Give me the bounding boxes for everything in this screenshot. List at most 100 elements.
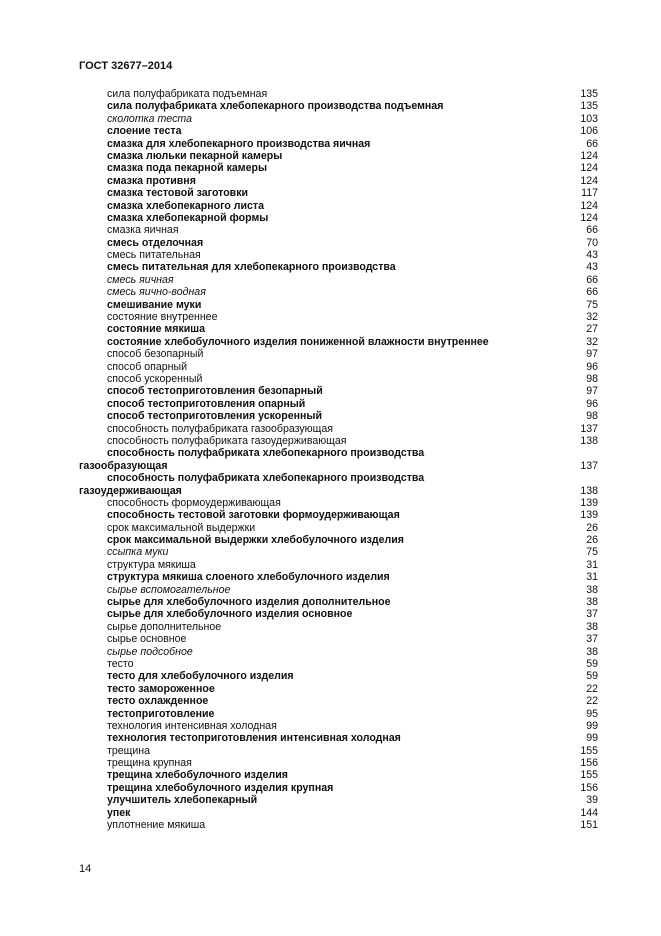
entry-page-number: 124 [580,162,598,175]
entry-term: способ тестоприготовления ускоренный [107,410,322,423]
entry-page-number: 37 [586,633,598,646]
index-entry: способ тестоприготовления ускоренный 98 [79,410,598,422]
entry-page-number: 96 [586,397,598,410]
entry-term: способ тестоприготовления опарный [107,397,306,410]
entry-term: сырье для хлебобулочного изделия основно… [107,608,353,621]
index-entry: улучшитель хлебопекарный 39 [79,794,598,806]
index-entry: смазка для хлебопекарного производства я… [79,138,598,150]
entry-term: смазка хлебопекарной формы [107,211,269,224]
entry-term: тесто замороженное [107,682,215,695]
index-entry: упек 144 [79,807,598,819]
entry-page-number: 66 [586,286,598,299]
index-entry: смазка хлебопекарного листа 124 [79,200,598,212]
index-entry: смазка яичная 66 [79,224,598,236]
index-entry: смазка тестовой заготовки 117 [79,187,598,199]
entry-term: способность формоудерживающая [107,496,281,509]
index-entry: сырье вспомогательное 38 [79,584,598,596]
index-entry: способность формоудерживающая 139 [79,497,598,509]
entry-term: смазка люльки пекарной камеры [107,149,283,162]
entry-term: уплотнение мякиша [107,819,206,832]
index-entry: технология тестоприготовления интенсивна… [79,732,598,744]
index-entry: состояние мякиша 27 [79,323,598,335]
index-entry: тесто охлажденное 22 [79,695,598,707]
index-entry: сырье подсобное 38 [79,646,598,658]
index-entry: сырье для хлебобулочного изделия основно… [79,608,598,620]
index-entry: способность полуфабриката хлебопекарного… [79,472,598,484]
entry-page-number: 139 [580,496,598,509]
entry-term: срок максимальной выдержки [107,521,256,534]
entry-page-number: 124 [580,211,598,224]
document-header: ГОСТ 32677–2014 [79,60,173,72]
index-entry: способность полуфабриката хлебопекарного… [79,447,598,459]
entry-term: трещина хлебобулочного изделия крупная [107,781,334,794]
index-entry: трещина хлебобулочного изделия 155 [79,769,598,781]
index-entry: сырье основное 37 [79,633,598,645]
entry-term: состояние внутреннее [107,311,218,324]
index-entry: технология интенсивная холодная 99 [79,720,598,732]
entry-term: технология интенсивная холодная [107,719,277,732]
entry-term: сырье для хлебобулочного изделия дополни… [107,596,391,609]
entry-page-number: 22 [586,682,598,695]
entry-term: состояние мякиша [107,323,205,336]
entry-term: смесь яичная [107,273,174,286]
entry-page-number: 155 [580,744,598,757]
index-entry: способ тестоприготовления опарный 96 [79,398,598,410]
entry-term: смесь питательная для хлебопекарного про… [107,261,396,274]
entry-term: тесто [107,657,134,670]
index-entry: структура мякиша 31 [79,559,598,571]
index-entry: уплотнение мякиша 151 [79,819,598,831]
entry-page-number: 66 [586,137,598,150]
entry-term: газообразующая [79,459,168,472]
entry-page-number: 135 [580,100,598,113]
entry-page-number: 124 [580,199,598,212]
entry-page-number: 156 [580,757,598,770]
index-entry: тестоприготовление 95 [79,708,598,720]
entry-term: трещина хлебобулочного изделия [107,769,288,782]
entry-page-number: 138 [580,434,598,447]
entry-term: смазка тестовой заготовки [107,187,249,200]
entry-page-number: 137 [580,422,598,435]
entry-term: ссыпка муки [107,546,169,559]
entry-page-number: 138 [580,484,598,497]
entry-term: трещина [107,744,151,757]
index-entry: смесь питательная для хлебопекарного про… [79,261,598,273]
entry-page-number: 26 [586,521,598,534]
entry-term: структура мякиша слоеного хлебобулочного… [107,571,390,584]
entry-page-number: 139 [580,509,598,522]
entry-page-number: 66 [586,273,598,286]
entry-term: смазка пода пекарной камеры [107,162,268,175]
entry-term: срок максимальной выдержки хлебобулочног… [107,534,404,547]
entry-term: смесь яично-водная [107,286,206,299]
entry-page-number: 31 [586,571,598,584]
index-entry: смесь отделочная 70 [79,237,598,249]
entry-page-number: 32 [586,335,598,348]
entry-page-number: 27 [586,323,598,336]
entry-term: смазка для хлебопекарного производства я… [107,137,371,150]
index-entry: трещина хлебобулочного изделия крупная 15… [79,782,598,794]
index-entry: структура мякиша слоеного хлебобулочного… [79,571,598,583]
entry-page-number: 38 [586,645,598,658]
entry-term: смесь отделочная [107,236,204,249]
entry-term: тесто охлажденное [107,695,209,708]
entry-term: способность полуфабриката хлебопекарного… [107,472,425,485]
entry-page-number: 106 [580,125,598,138]
entry-page-number: 38 [586,583,598,596]
entry-page-number: 96 [586,360,598,373]
entry-term: способ безопарный [107,348,204,361]
entry-page-number: 95 [586,707,598,720]
entry-page-number: 31 [586,558,598,571]
entry-page-number: 155 [580,769,598,782]
index-entry: способ безопарный 97 [79,348,598,360]
index-entry: смешивание муки 75 [79,299,598,311]
entry-page-number: 135 [580,88,598,100]
index-entry: тесто 59 [79,658,598,670]
entry-term: слоение теста [107,125,182,138]
entry-page-number: 98 [586,410,598,423]
entry-term: состояние хлебобулочного изделия понижен… [107,335,489,348]
entry-term: смесь питательная [107,249,201,262]
entry-term: тестоприготовление [107,707,215,720]
entry-page-number: 39 [586,794,598,807]
entry-page-number: 156 [580,781,598,794]
index-entry: сырье дополнительное 38 [79,621,598,633]
page-number: 14 [79,863,92,875]
